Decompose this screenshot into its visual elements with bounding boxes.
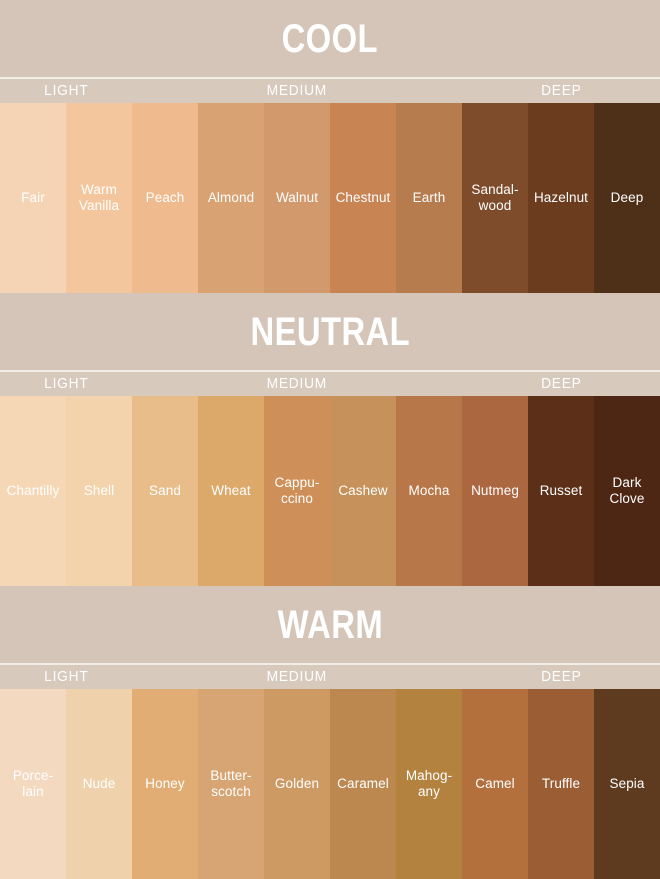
shade-swatch[interactable]: Walnut — [264, 103, 330, 293]
shade-swatch[interactable]: Mahog- any — [396, 689, 462, 879]
depth-label: DEEP — [540, 669, 582, 685]
depth-label: MEDIUM — [266, 376, 328, 392]
depth-cell-medium: MEDIUM — [132, 79, 462, 103]
shade-swatch[interactable]: Dark Clove — [594, 396, 660, 586]
shade-name: Butter- scotch — [210, 768, 252, 799]
shade-swatch[interactable]: Truffle — [528, 689, 594, 879]
depth-cell-deep: DEEP — [462, 79, 660, 103]
shade-swatch[interactable]: Honey — [132, 689, 198, 879]
shade-name: Walnut — [275, 190, 319, 206]
depth-cell-deep: DEEP — [462, 665, 660, 689]
depth-label: MEDIUM — [266, 83, 328, 99]
shade-name: Sepia — [609, 776, 645, 792]
undertone-section-cool: COOL LIGHT MEDIUM DEEP Fair Warm Vanilla Peach… — [0, 0, 660, 293]
shade-swatch[interactable]: Almond — [198, 103, 264, 293]
shade-name: Peach — [145, 190, 185, 206]
shade-swatch[interactable]: Wheat — [198, 396, 264, 586]
depth-cell-light: LIGHT — [0, 372, 132, 396]
swatch-row: Fair Warm Vanilla Peach Almond Walnut Chestnu… — [0, 103, 660, 293]
shade-name: Earth — [412, 190, 446, 206]
undertone-title: WARM — [277, 602, 383, 647]
shade-name: Camel — [475, 776, 515, 792]
depth-cell-light: LIGHT — [0, 79, 132, 103]
shade-swatch[interactable]: Deep — [594, 103, 660, 293]
shade-swatch[interactable]: Sandal- wood — [462, 103, 528, 293]
shade-swatch[interactable]: Chantilly — [0, 396, 66, 586]
shade-name: Truffle — [541, 776, 581, 792]
shade-name: Wheat — [211, 483, 251, 499]
shade-swatch[interactable]: Cashew — [330, 396, 396, 586]
shade-name: Chantilly — [6, 483, 60, 499]
shade-name: Shell — [83, 483, 115, 499]
depth-label: LIGHT — [43, 669, 89, 685]
depth-label: LIGHT — [43, 376, 89, 392]
depth-cell-light: LIGHT — [0, 665, 132, 689]
depth-label: DEEP — [540, 83, 582, 99]
shade-swatch[interactable]: Peach — [132, 103, 198, 293]
shade-swatch[interactable]: Caramel — [330, 689, 396, 879]
shade-name: Mocha — [408, 483, 450, 499]
depth-label: LIGHT — [43, 83, 89, 99]
shade-swatch[interactable]: Porce- lain — [0, 689, 66, 879]
undertone-title: NEUTRAL — [250, 309, 410, 354]
shade-name: Nude — [82, 776, 116, 792]
shade-name: Porce- lain — [12, 768, 54, 799]
shade-swatch[interactable]: Sand — [132, 396, 198, 586]
swatch-row: Chantilly Shell Sand Wheat Cappu- ccino Cashe… — [0, 396, 660, 586]
shade-swatch[interactable]: Camel — [462, 689, 528, 879]
shade-swatch[interactable]: Chestnut — [330, 103, 396, 293]
undertone-title-band: COOL — [0, 0, 660, 77]
depth-cell-medium: MEDIUM — [132, 372, 462, 396]
shade-name: Nutmeg — [471, 483, 519, 499]
depth-label-band: LIGHT MEDIUM DEEP — [0, 77, 660, 103]
shade-swatch[interactable]: Russet — [528, 396, 594, 586]
shade-swatch[interactable]: Fair — [0, 103, 66, 293]
shade-swatch[interactable]: Mocha — [396, 396, 462, 586]
shade-swatch[interactable]: Hazelnut — [528, 103, 594, 293]
depth-label: MEDIUM — [266, 669, 328, 685]
shade-name: Cashew — [338, 483, 388, 499]
shade-name: Deep — [610, 190, 644, 206]
shade-name: Sandal- wood — [471, 182, 519, 213]
swatch-row: Porce- lain Nude Honey Butter- scotch Golden… — [0, 689, 660, 879]
shade-swatch[interactable]: Warm Vanilla — [66, 103, 132, 293]
depth-cell-deep: DEEP — [462, 372, 660, 396]
shade-name: Russet — [539, 483, 583, 499]
shade-name: Warm Vanilla — [78, 182, 120, 213]
depth-label-band: LIGHT MEDIUM DEEP — [0, 663, 660, 689]
shade-swatch[interactable]: Nutmeg — [462, 396, 528, 586]
shade-name: Hazelnut — [533, 190, 589, 206]
shade-swatch[interactable]: Cappu- ccino — [264, 396, 330, 586]
shade-name: Chestnut — [335, 190, 391, 206]
depth-label: DEEP — [540, 376, 582, 392]
undertone-title: COOL — [281, 16, 379, 61]
shade-name: Honey — [145, 776, 185, 792]
depth-label-band: LIGHT MEDIUM DEEP — [0, 370, 660, 396]
shade-swatch[interactable]: Sepia — [594, 689, 660, 879]
shade-name: Caramel — [337, 776, 389, 792]
shade-name: Cappu- ccino — [274, 475, 320, 506]
shade-name: Fair — [21, 190, 45, 206]
shade-swatch[interactable]: Shell — [66, 396, 132, 586]
undertone-title-band: WARM — [0, 586, 660, 663]
shade-name: Mahog- any — [405, 768, 453, 799]
undertone-title-band: NEUTRAL — [0, 293, 660, 370]
shade-swatch[interactable]: Nude — [66, 689, 132, 879]
shade-name: Dark Clove — [609, 475, 645, 506]
undertone-section-neutral: NEUTRAL LIGHT MEDIUM DEEP Chantilly Shell Sand… — [0, 293, 660, 586]
shade-swatch[interactable]: Earth — [396, 103, 462, 293]
shade-name: Golden — [274, 776, 320, 792]
shade-swatch[interactable]: Butter- scotch — [198, 689, 264, 879]
shade-name: Almond — [207, 190, 255, 206]
undertone-section-warm: WARM LIGHT MEDIUM DEEP Porce- lain Nude Honey B… — [0, 586, 660, 879]
depth-cell-medium: MEDIUM — [132, 665, 462, 689]
shade-name: Sand — [149, 483, 181, 499]
shade-swatch[interactable]: Golden — [264, 689, 330, 879]
